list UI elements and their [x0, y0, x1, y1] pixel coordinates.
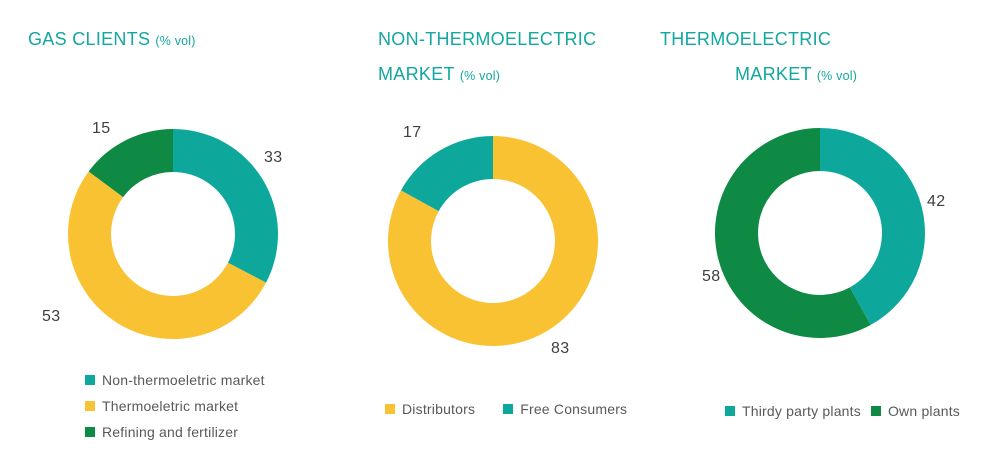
legend-label: Thermoeletric market [102, 398, 239, 414]
legend-gas-clients: Non-thermoeletric market Thermoeletric m… [85, 372, 265, 450]
legend-label: Free Consumers [520, 401, 628, 417]
donut-slice [388, 136, 598, 346]
donut-chart-gas-clients [68, 129, 278, 339]
chart-title-gas-clients: GAS CLIENTS (% vol) [28, 22, 196, 59]
legend-non-thermoelectric-market: Distributors Free Consumers [385, 401, 627, 417]
donut-slice [715, 128, 871, 338]
chart-title-unit: (% vol) [155, 34, 196, 48]
legend-label: Non-thermoeletric market [102, 372, 265, 388]
legend-item: Refining and fertilizer [85, 424, 265, 440]
donut-slice [68, 171, 267, 339]
legend-swatch-teal [725, 406, 735, 416]
legend-item: Non-thermoeletric market [85, 372, 265, 388]
chart-title-unit: (% vol) [459, 69, 501, 83]
chart-title-text-line2: MARKET (% vol) [735, 64, 858, 84]
legend-swatch-green [85, 427, 95, 437]
chart-title-non-thermoelectric-market: NON-THERMOELECTRIC MARKET (% vol) [378, 22, 596, 94]
donut-chart-thermoelectric-market [715, 128, 925, 338]
legend-swatch-green [870, 406, 881, 416]
slice-value-label: 33 [264, 149, 283, 166]
donut-slice [88, 129, 173, 198]
legend-swatch-yellow [385, 404, 395, 414]
legend-item: Thermoeletric market [85, 398, 265, 414]
chart-title-text: NON-THERMOELECTRIC [378, 29, 597, 49]
slice-value-label: 15 [92, 120, 111, 137]
legend-item: Free Consumers [503, 401, 627, 417]
legend-swatch-yellow [85, 401, 95, 411]
donut-chart-non-thermoelectric-market [388, 136, 598, 346]
legend-swatch-teal [85, 375, 95, 385]
legend-item: Own plants [870, 403, 961, 419]
legend-thermoelectric-market: Thirdy party plants Own plants [725, 403, 960, 419]
chart-title-unit: (% vol) [816, 69, 858, 83]
chart-title-text: GAS CLIENTS [28, 29, 151, 49]
slice-value-label: 58 [702, 268, 721, 285]
legend-label: Refining and fertilizer [102, 424, 239, 440]
slice-value-label: 17 [403, 124, 422, 141]
chart-title-text-line2: MARKET (% vol) [378, 64, 501, 84]
donut-slice [400, 136, 493, 212]
donut-slice [173, 129, 278, 283]
chart-title-thermoelectric-market: THERMOELECTRIC MARKET (% vol) [660, 22, 857, 94]
legend-label: Thirdy party plants [742, 403, 861, 419]
legend-label: Distributors [402, 401, 476, 417]
legend-item: Distributors [385, 401, 475, 417]
legend-item: Thirdy party plants [725, 403, 861, 419]
donut-slice [820, 128, 925, 326]
slice-value-label: 53 [42, 308, 61, 325]
chart-title-text: THERMOELECTRIC [660, 29, 832, 49]
legend-swatch-teal [503, 404, 514, 414]
slice-value-label: 83 [551, 340, 570, 357]
slice-value-label: 42 [927, 193, 946, 210]
legend-label: Own plants [887, 403, 961, 419]
